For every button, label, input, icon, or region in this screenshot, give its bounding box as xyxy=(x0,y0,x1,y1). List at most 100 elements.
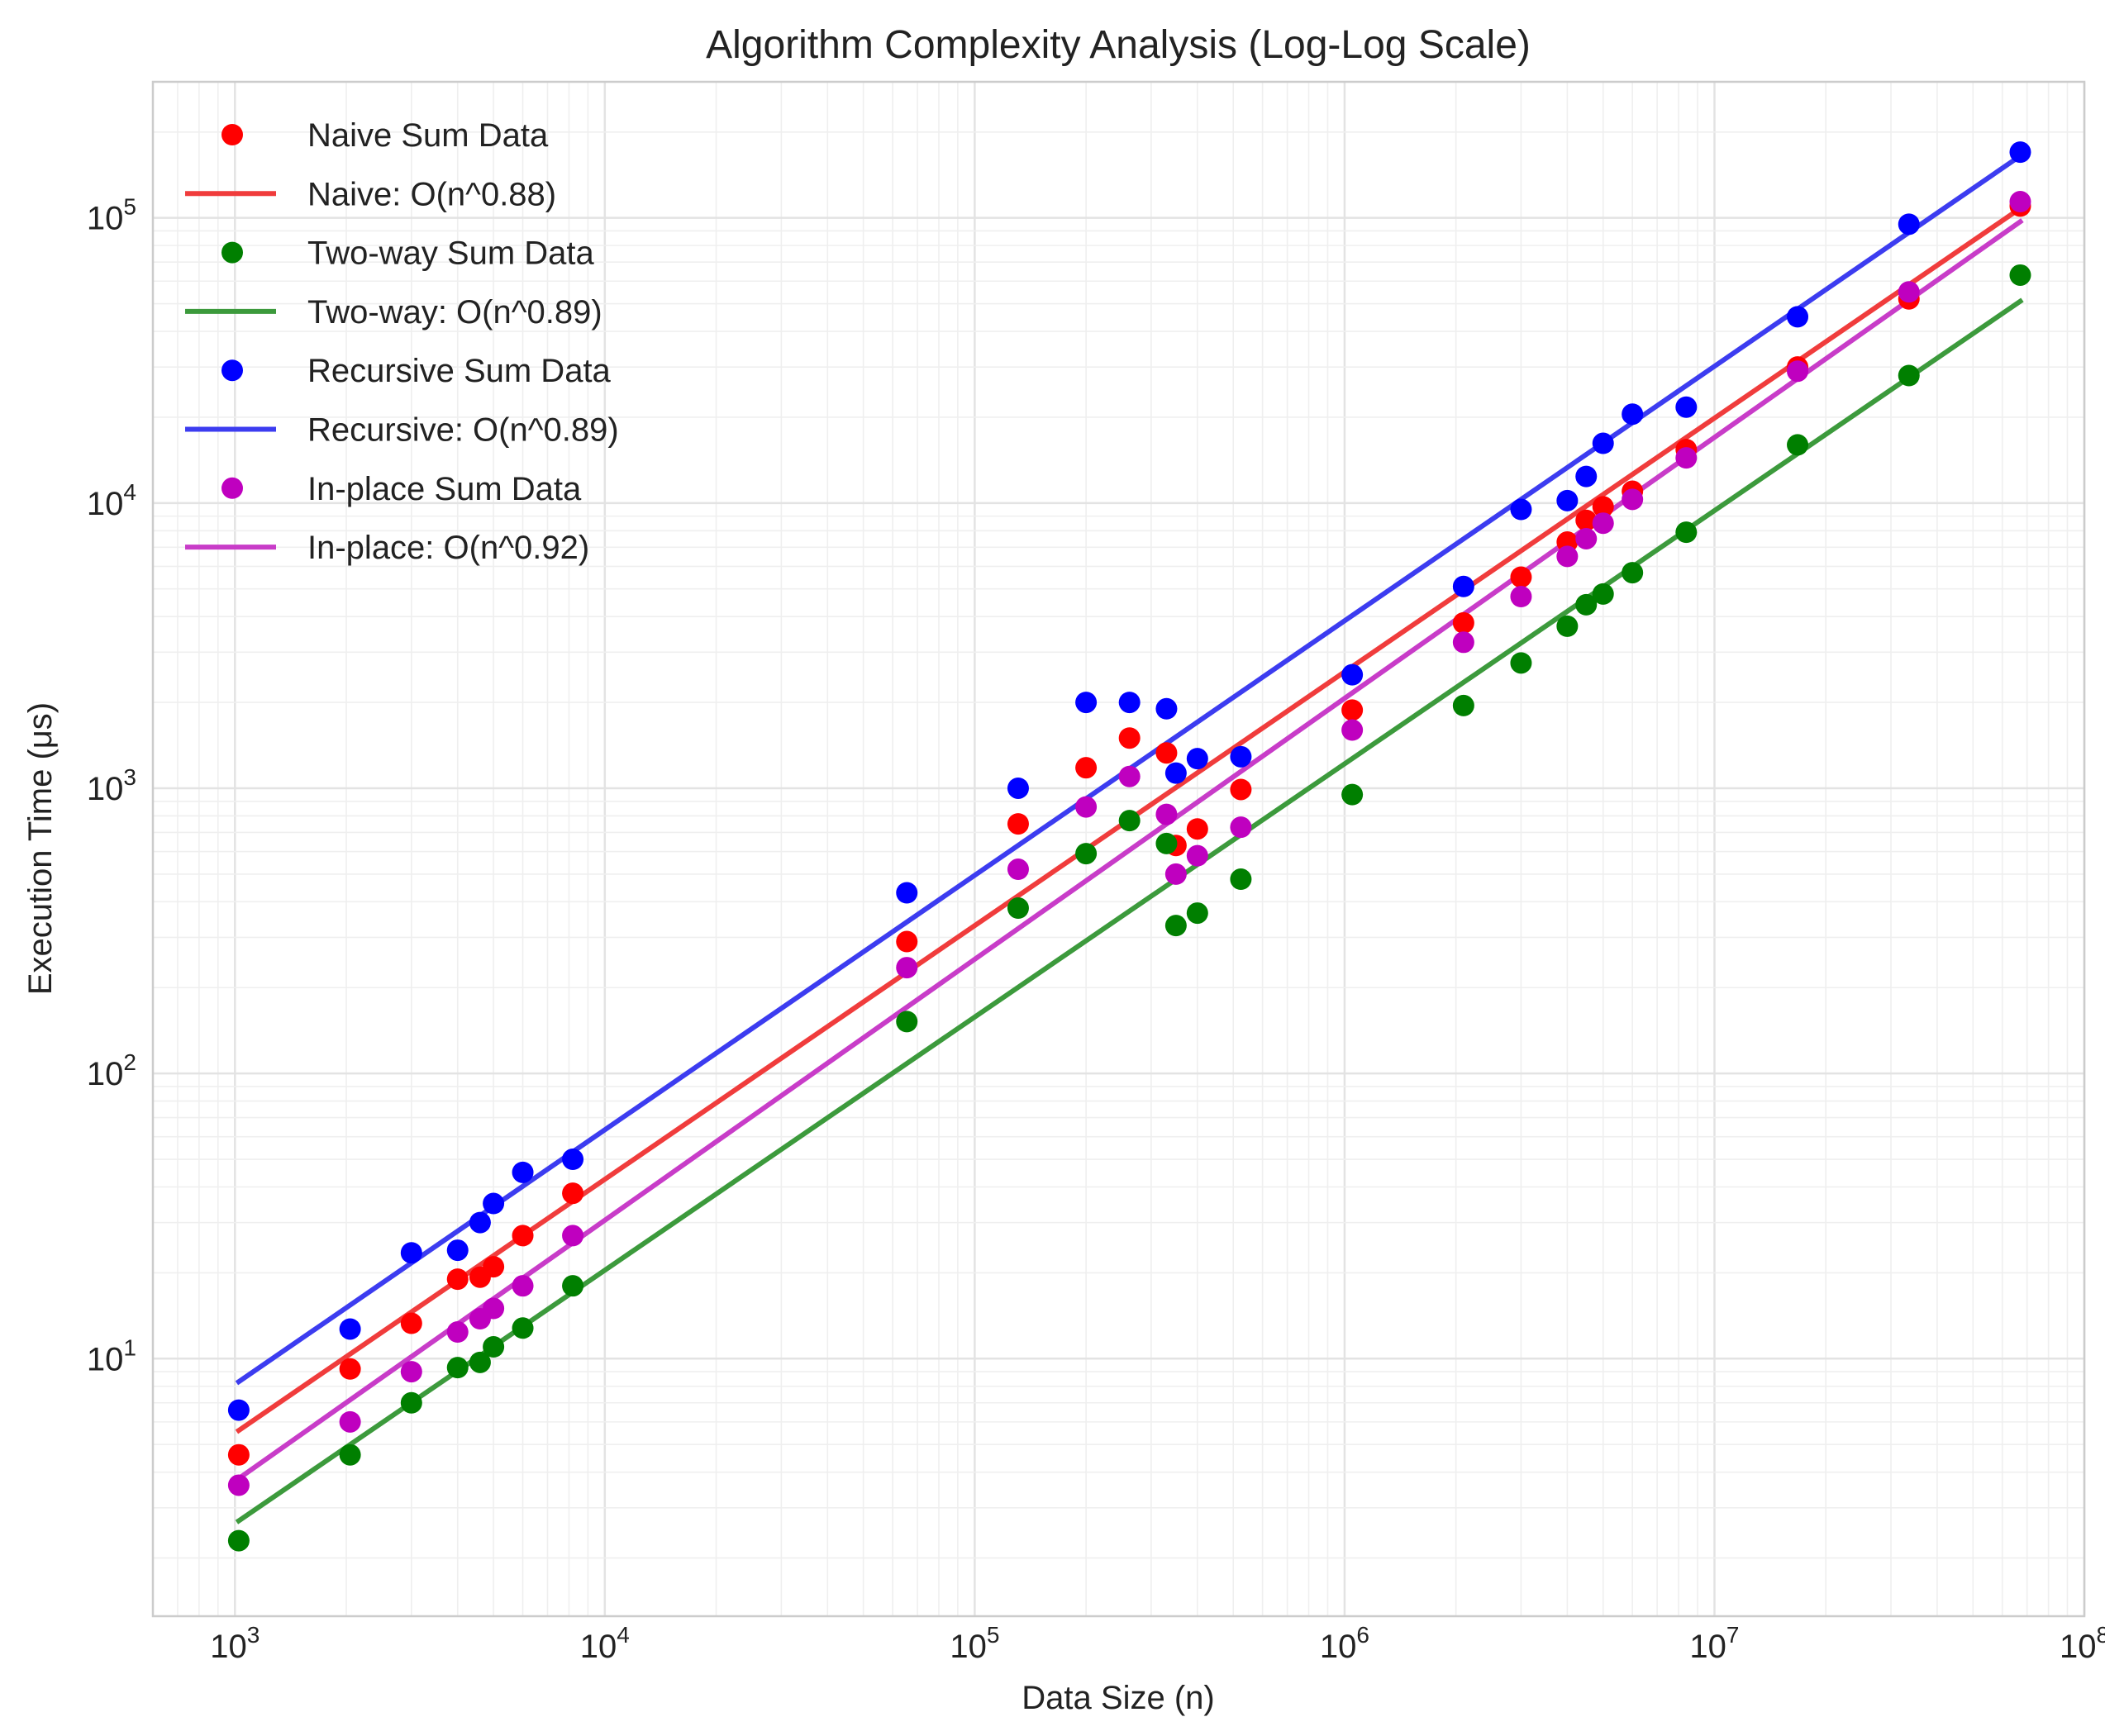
data-point-two-way xyxy=(1575,593,1598,616)
data-point-two-way xyxy=(483,1336,505,1358)
x-tick-label: 103 xyxy=(210,1622,260,1665)
data-point-recursive xyxy=(896,882,918,904)
data-point-recursive xyxy=(1007,777,1029,799)
data-point-recursive xyxy=(1510,498,1532,521)
legend-label-naive-data: Naive Sum Data xyxy=(307,117,549,154)
data-point-two-way xyxy=(1164,915,1187,937)
legend-label-in-place-fit: In-place: O(n^0.92) xyxy=(307,530,589,566)
data-point-in-place xyxy=(227,1474,250,1496)
x-tick-label: 108 xyxy=(2060,1622,2105,1665)
x-tick-label: 106 xyxy=(1320,1622,1369,1665)
data-point-naive xyxy=(1186,818,1208,840)
data-point-naive xyxy=(1075,757,1098,779)
data-point-in-place xyxy=(1898,281,1920,303)
y-tick-label: 102 xyxy=(87,1049,136,1092)
data-point-two-way xyxy=(1622,562,1644,584)
data-point-in-place xyxy=(1075,796,1098,818)
legend-label-naive-fit: Naive: O(n^0.88) xyxy=(307,176,556,212)
data-point-naive xyxy=(227,1443,250,1466)
data-point-in-place xyxy=(483,1297,505,1320)
data-point-two-way xyxy=(562,1275,584,1297)
legend-label-recursive-data: Recursive Sum Data xyxy=(307,353,612,389)
x-axis-ticks: 103 104 105 106 107 108 xyxy=(210,1622,2105,1665)
data-point-naive xyxy=(562,1182,584,1205)
data-point-recursive xyxy=(562,1149,584,1171)
x-tick-label: 105 xyxy=(950,1622,999,1665)
data-point-naive xyxy=(1592,496,1614,518)
data-point-naive xyxy=(1007,813,1029,835)
data-point-recursive xyxy=(1622,403,1644,426)
data-point-in-place xyxy=(1575,527,1598,549)
data-point-two-way xyxy=(1118,810,1141,832)
data-point-recursive xyxy=(339,1318,361,1340)
data-point-naive xyxy=(1510,566,1532,588)
data-point-in-place xyxy=(1186,844,1208,867)
data-point-in-place xyxy=(1787,360,1809,383)
legend-label-recursive-fit: Recursive: O(n^0.89) xyxy=(307,412,619,449)
y-tick-label: 103 xyxy=(87,764,136,807)
data-point-two-way xyxy=(469,1351,491,1373)
data-point-in-place xyxy=(1118,765,1141,787)
data-point-two-way xyxy=(227,1529,250,1552)
data-point-in-place xyxy=(1510,586,1532,608)
data-point-in-place xyxy=(339,1410,361,1433)
data-point-two-way xyxy=(2009,264,2031,286)
data-point-two-way xyxy=(896,1011,918,1033)
data-point-recursive xyxy=(1155,697,1178,720)
data-point-two-way xyxy=(1155,832,1178,854)
data-point-two-way xyxy=(339,1443,361,1466)
data-point-two-way xyxy=(1075,843,1098,865)
data-point-two-way xyxy=(1787,434,1809,456)
data-point-naive xyxy=(896,930,918,953)
y-tick-label: 104 xyxy=(87,479,136,522)
data-point-recursive xyxy=(1675,396,1698,418)
data-point-two-way xyxy=(512,1317,534,1339)
data-point-naive xyxy=(1341,699,1364,721)
fit-line-in-place xyxy=(235,218,2024,1482)
y-tick-label: 101 xyxy=(87,1334,136,1377)
data-point-in-place xyxy=(1622,488,1644,511)
data-point-in-place xyxy=(1556,545,1579,568)
data-point-in-place xyxy=(1007,858,1029,881)
data-point-recursive xyxy=(1230,745,1252,768)
data-point-in-place xyxy=(1341,719,1364,741)
data-point-two-way xyxy=(1510,652,1532,674)
data-point-recursive xyxy=(227,1399,250,1421)
legend-label-two-way-data: Two-way Sum Data xyxy=(307,235,595,272)
legend-marker-recursive xyxy=(221,359,243,382)
data-point-naive xyxy=(339,1358,361,1380)
data-point-recursive xyxy=(400,1242,422,1264)
data-point-in-place xyxy=(1675,447,1698,469)
data-point-recursive xyxy=(1575,465,1598,488)
legend-label-two-way-fit: Two-way: O(n^0.89) xyxy=(307,294,602,331)
data-point-naive xyxy=(446,1268,469,1291)
data-point-in-place xyxy=(446,1321,469,1344)
x-tick-label: 104 xyxy=(580,1622,630,1665)
chart-title: Algorithm Complexity Analysis (Log-Log S… xyxy=(706,23,1531,67)
data-point-two-way xyxy=(1556,615,1579,637)
plot-area-frame xyxy=(151,80,2086,1618)
data-point-in-place xyxy=(896,957,918,979)
data-point-in-place xyxy=(400,1361,422,1383)
legend-marker-in-place xyxy=(221,477,243,499)
data-point-recursive xyxy=(1452,575,1474,597)
y-tick-label: 105 xyxy=(87,194,136,237)
data-point-two-way xyxy=(1592,583,1614,605)
data-point-naive xyxy=(1575,509,1598,531)
data-point-in-place xyxy=(562,1225,584,1247)
data-point-recursive xyxy=(1787,306,1809,328)
data-point-recursive xyxy=(1186,748,1208,770)
data-point-two-way xyxy=(1007,897,1029,920)
data-point-in-place xyxy=(512,1275,534,1297)
x-tick-label: 107 xyxy=(1689,1622,1739,1665)
data-point-naive xyxy=(512,1225,534,1247)
data-point-naive xyxy=(1452,611,1474,634)
legend-label-in-place-data: In-place Sum Data xyxy=(307,471,582,507)
data-point-recursive xyxy=(483,1192,505,1215)
data-point-recursive xyxy=(1898,213,1920,235)
legend: Naive Sum Data Naive: O(n^0.88) Two-way Su… xyxy=(185,117,619,566)
data-point-two-way xyxy=(1452,694,1474,716)
data-point-naive xyxy=(400,1312,422,1334)
data-points xyxy=(227,141,2031,1552)
